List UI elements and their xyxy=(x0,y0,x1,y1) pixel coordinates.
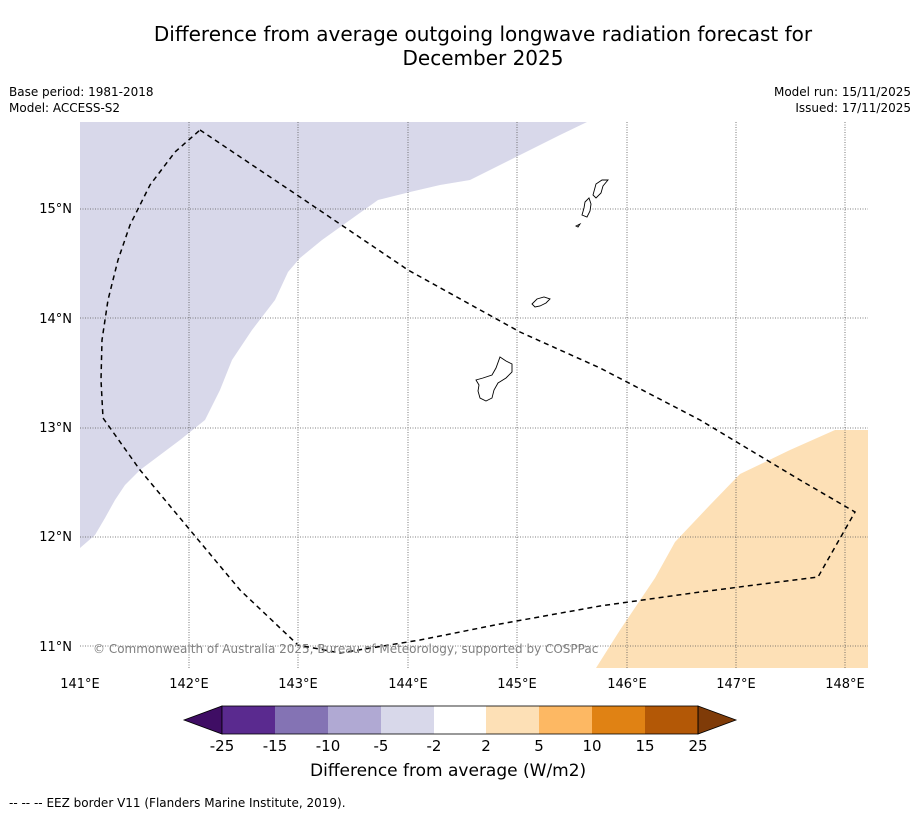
lat-label: 14°N xyxy=(39,312,72,327)
legend-footer: -- -- -- EEZ border V11 (Flanders Marine… xyxy=(9,796,346,810)
colorbar: -25 -15 -10 -5 -2 2 5 10 15 25 xyxy=(182,705,738,755)
colorbar-title: Difference from average (W/m2) xyxy=(310,761,587,781)
saipan-island xyxy=(592,179,609,199)
map-title: Difference from average outgoing longwav… xyxy=(0,22,919,70)
lon-label: 142°E xyxy=(169,677,209,692)
colorbar-swatch xyxy=(645,706,698,734)
lat-label: 13°N xyxy=(39,421,72,436)
tinian-island xyxy=(581,197,592,218)
colorbar-tick: -10 xyxy=(316,737,341,755)
base-period: Base period: 1981-2018 xyxy=(9,85,154,99)
colorbar-tick: -25 xyxy=(210,737,235,755)
meta-left: Base period: 1981-2018 Model: ACCESS-S2 xyxy=(9,84,154,116)
colorbar-swatch xyxy=(381,706,434,734)
anomaly-region-negative xyxy=(80,122,587,548)
issued-date: Issued: 17/11/2025 xyxy=(795,101,911,115)
lat-label: 12°N xyxy=(39,530,72,545)
aguijan-islet xyxy=(574,222,582,228)
colorbar-min-arrow xyxy=(182,705,223,735)
colorbar-ticks: -25 -15 -10 -5 -2 2 5 10 15 25 xyxy=(210,737,708,755)
guam-island xyxy=(475,356,513,402)
lat-label: 15°N xyxy=(39,202,72,217)
lon-labels: 141°E 142°E 143°E 144°E 145°E 146°E 147°… xyxy=(60,677,865,692)
colorbar-tick: 5 xyxy=(534,737,544,755)
title-line-1: Difference from average outgoing longwav… xyxy=(153,22,813,46)
colorbar-swatch xyxy=(486,706,539,734)
colorbar-tick: 10 xyxy=(582,737,601,755)
lon-label: 143°E xyxy=(278,677,318,692)
lon-label: 146°E xyxy=(607,677,647,692)
colorbar-outline xyxy=(221,705,699,735)
colorbar-tick: 2 xyxy=(481,737,491,755)
copyright-notice: © Commonwealth of Australia 2025, Bureau… xyxy=(93,642,598,656)
colorbar-swatch xyxy=(275,706,328,734)
eez-legend-label: EEZ border V11 (Flanders Marine Institut… xyxy=(46,796,346,810)
map-area xyxy=(80,122,868,668)
colorbar-max-arrow xyxy=(697,705,738,735)
lon-label: 144°E xyxy=(388,677,428,692)
eez-border xyxy=(100,129,857,654)
colorbar-swatch xyxy=(434,706,486,734)
lon-label: 147°E xyxy=(716,677,756,692)
colorbar-tick: -5 xyxy=(374,737,389,755)
anomaly-region-positive xyxy=(596,430,868,668)
lon-label: 148°E xyxy=(825,677,865,692)
colorbar-swatch xyxy=(592,706,645,734)
lon-label: 145°E xyxy=(497,677,537,692)
colorbar-tick: 25 xyxy=(688,737,707,755)
colorbar-tick: -2 xyxy=(427,737,442,755)
gridlines xyxy=(80,122,868,668)
colorbar-swatch xyxy=(328,706,381,734)
colorbar-tick: 15 xyxy=(635,737,654,755)
model-run: Model run: 15/11/2025 xyxy=(773,85,911,99)
lon-label: 141°E xyxy=(60,677,100,692)
colorbar-swatch xyxy=(222,706,275,734)
meta-right: Model run: 15/11/2025 Issued: 17/11/2025 xyxy=(774,84,911,116)
rota-island xyxy=(531,296,551,308)
model-name: Model: ACCESS-S2 xyxy=(9,101,121,115)
dashed-line-symbol: -- -- -- xyxy=(9,796,43,810)
lat-label: 11°N xyxy=(39,640,72,655)
lat-labels: 15°N 14°N 13°N 12°N 11°N xyxy=(39,202,72,655)
title-line-2: December 2025 xyxy=(402,46,564,70)
colorbar-swatch xyxy=(539,706,592,734)
colorbar-tick: -15 xyxy=(263,737,288,755)
